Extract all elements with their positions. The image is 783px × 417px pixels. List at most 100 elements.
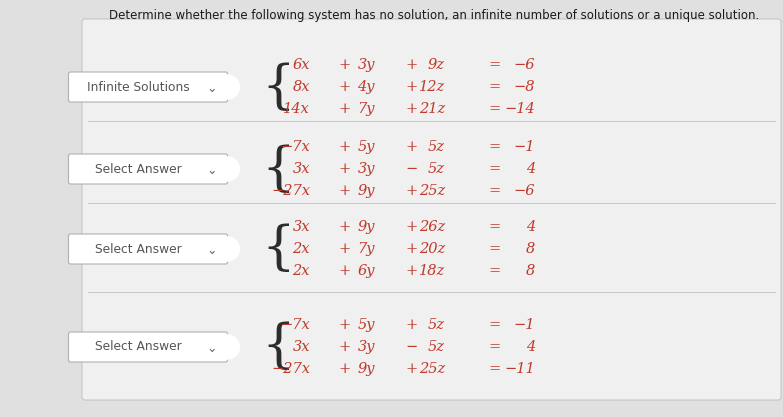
Text: 4y: 4y	[358, 80, 375, 94]
Text: 8x: 8x	[293, 80, 310, 94]
Text: Select Answer: Select Answer	[95, 341, 182, 354]
Text: 7y: 7y	[358, 242, 375, 256]
Text: =: =	[489, 102, 501, 116]
Text: 3x: 3x	[293, 220, 310, 234]
Text: 14x: 14x	[283, 102, 310, 116]
Circle shape	[215, 335, 240, 359]
Text: ⌄: ⌄	[206, 81, 217, 95]
Text: Determine whether the following system has no solution, an infinite number of so: Determine whether the following system h…	[109, 9, 760, 22]
Text: =: =	[489, 184, 501, 198]
Text: +: +	[339, 80, 351, 94]
Text: 6y: 6y	[358, 264, 375, 278]
FancyBboxPatch shape	[68, 154, 228, 184]
Text: −1: −1	[514, 140, 535, 154]
Circle shape	[215, 75, 240, 99]
Text: 3x: 3x	[293, 340, 310, 354]
Text: −7x: −7x	[280, 318, 310, 332]
Text: +: +	[406, 80, 418, 94]
Text: −14: −14	[504, 102, 535, 116]
Text: −7x: −7x	[280, 140, 310, 154]
Text: 9y: 9y	[358, 362, 375, 376]
Text: +: +	[339, 264, 351, 278]
Text: 6x: 6x	[293, 58, 310, 72]
Text: +: +	[339, 140, 351, 154]
Text: −6: −6	[514, 184, 535, 198]
Text: +: +	[406, 220, 418, 234]
Text: 12z: 12z	[419, 80, 445, 94]
Text: +: +	[406, 58, 418, 72]
Text: +: +	[339, 340, 351, 354]
Text: 8: 8	[525, 242, 535, 256]
Text: 25z: 25z	[419, 184, 445, 198]
Text: =: =	[489, 162, 501, 176]
Text: −8: −8	[514, 80, 535, 94]
Text: 5y: 5y	[358, 318, 375, 332]
Text: 2x: 2x	[293, 242, 310, 256]
Text: 5z: 5z	[428, 340, 445, 354]
Text: Select Answer: Select Answer	[95, 243, 182, 256]
Text: 3y: 3y	[358, 58, 375, 72]
Text: {: {	[262, 61, 295, 113]
Text: =: =	[489, 220, 501, 234]
Text: +: +	[406, 362, 418, 376]
FancyBboxPatch shape	[82, 19, 781, 400]
Text: +: +	[406, 242, 418, 256]
FancyBboxPatch shape	[68, 72, 228, 102]
Text: 25z: 25z	[419, 362, 445, 376]
Text: {: {	[262, 322, 295, 372]
Text: 9z: 9z	[428, 58, 445, 72]
Text: 5z: 5z	[428, 318, 445, 332]
Text: =: =	[489, 140, 501, 154]
Text: 5z: 5z	[428, 162, 445, 176]
Text: =: =	[489, 80, 501, 94]
Text: 26z: 26z	[419, 220, 445, 234]
FancyBboxPatch shape	[68, 234, 228, 264]
Text: +: +	[339, 102, 351, 116]
Text: +: +	[339, 318, 351, 332]
Text: +: +	[339, 184, 351, 198]
Text: 3y: 3y	[358, 162, 375, 176]
Text: 9y: 9y	[358, 220, 375, 234]
Text: 8: 8	[525, 264, 535, 278]
Text: ⌄: ⌄	[206, 342, 217, 354]
Text: 4: 4	[525, 220, 535, 234]
Text: 4: 4	[525, 340, 535, 354]
Text: +: +	[339, 242, 351, 256]
Text: +: +	[339, 162, 351, 176]
Text: +: +	[406, 264, 418, 278]
Text: −27x: −27x	[271, 184, 310, 198]
Text: +: +	[406, 184, 418, 198]
Text: +: +	[406, 102, 418, 116]
Text: 2x: 2x	[293, 264, 310, 278]
Text: −: −	[406, 340, 418, 354]
Text: Select Answer: Select Answer	[95, 163, 182, 176]
Text: =: =	[489, 340, 501, 354]
Text: 3y: 3y	[358, 340, 375, 354]
Text: −: −	[406, 162, 418, 176]
Text: +: +	[339, 362, 351, 376]
Text: +: +	[406, 140, 418, 154]
Text: −27x: −27x	[271, 362, 310, 376]
Text: =: =	[489, 318, 501, 332]
Text: 5y: 5y	[358, 140, 375, 154]
Text: +: +	[339, 58, 351, 72]
Text: 20z: 20z	[419, 242, 445, 256]
Text: =: =	[489, 242, 501, 256]
Text: −11: −11	[504, 362, 535, 376]
FancyBboxPatch shape	[68, 332, 228, 362]
Text: Infinite Solutions: Infinite Solutions	[87, 80, 189, 93]
Text: 5z: 5z	[428, 140, 445, 154]
Text: 18z: 18z	[419, 264, 445, 278]
Text: {: {	[262, 224, 295, 274]
Text: ⌄: ⌄	[206, 244, 217, 256]
Text: +: +	[339, 220, 351, 234]
Text: −1: −1	[514, 318, 535, 332]
Circle shape	[215, 237, 240, 261]
Text: {: {	[262, 143, 295, 194]
Text: 21z: 21z	[419, 102, 445, 116]
Circle shape	[215, 157, 240, 181]
Text: =: =	[489, 264, 501, 278]
Text: +: +	[406, 318, 418, 332]
Text: =: =	[489, 58, 501, 72]
Text: 3x: 3x	[293, 162, 310, 176]
